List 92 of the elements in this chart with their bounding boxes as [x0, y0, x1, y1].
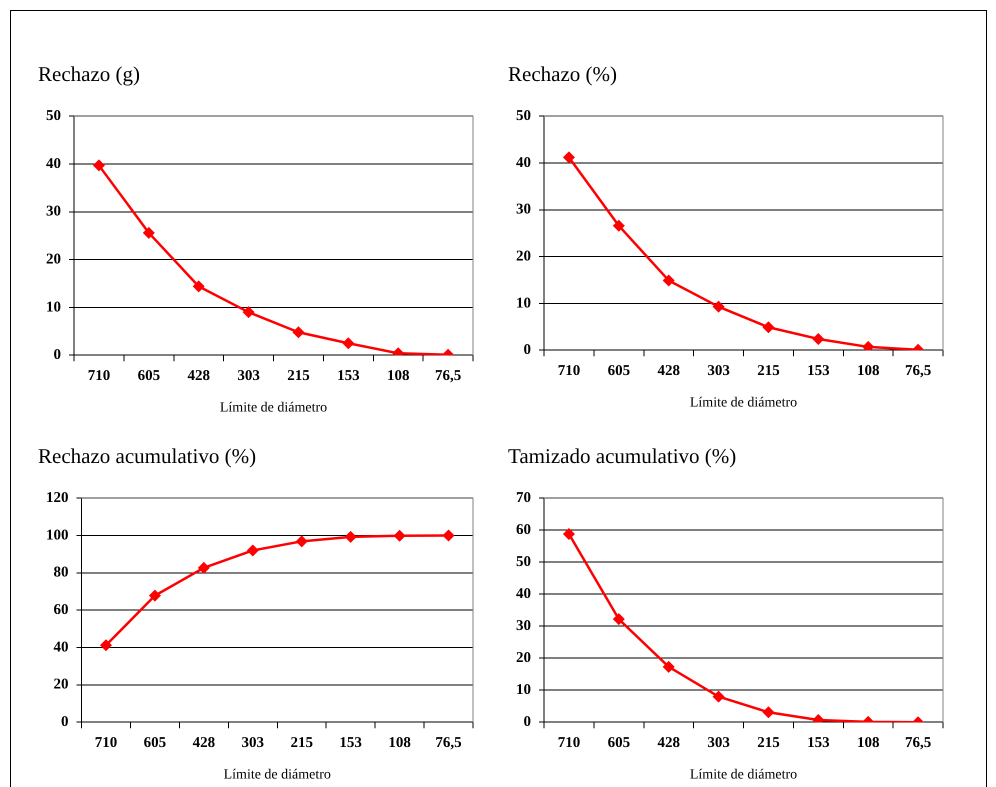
y-tick-label: 20 — [46, 251, 61, 268]
x-tick-label: 710 — [94, 735, 118, 752]
x-tick-label: 303 — [707, 735, 730, 752]
x-tick-label: 76,5 — [435, 735, 462, 752]
x-tick-label: 428 — [187, 368, 210, 384]
point — [92, 159, 105, 172]
x-tick-label: 153 — [807, 735, 830, 752]
point — [712, 300, 725, 313]
point — [394, 530, 406, 542]
x-tick-label: 303 — [242, 735, 264, 752]
x-tick-label: 215 — [757, 735, 780, 752]
y-tick-label: 40 — [516, 586, 531, 602]
x-axis-title: Límite de diámetro — [224, 767, 331, 782]
y-tick-label: 20 — [516, 248, 531, 264]
y-tick-label: 50 — [46, 108, 61, 124]
point — [662, 660, 675, 673]
point — [292, 326, 304, 338]
y-tick-label: 70 — [516, 490, 531, 506]
x-tick-label: 215 — [287, 368, 310, 384]
x-tick-label: 303 — [707, 363, 730, 380]
point — [762, 321, 774, 334]
point — [812, 332, 824, 345]
point — [246, 544, 259, 556]
point — [296, 535, 308, 548]
x-tick-label: 108 — [386, 368, 410, 384]
chart-title: Rechazo (%) — [508, 62, 618, 86]
y-tick-label: 40 — [46, 156, 61, 172]
x-tick-label: 76,5 — [434, 368, 462, 384]
x-axis-title: Límite de diámetro — [690, 767, 798, 782]
point — [342, 337, 354, 350]
point — [662, 274, 675, 286]
point — [442, 530, 455, 542]
x-tick-label: 428 — [657, 735, 680, 752]
x-tick-label: 76,5 — [904, 363, 932, 380]
x-tick-label: 215 — [757, 363, 780, 380]
x-tick-label: 428 — [192, 735, 216, 752]
x-tick-label: 153 — [339, 735, 362, 752]
y-tick-label: 50 — [516, 108, 531, 124]
x-tick-label: 428 — [657, 363, 680, 380]
point — [562, 528, 575, 540]
chart-title: Rechazo (g) — [38, 62, 140, 86]
point — [142, 226, 155, 239]
x-tick-label: 710 — [558, 735, 580, 752]
y-tick-label: 20 — [54, 676, 68, 693]
y-tick-label: 60 — [516, 522, 531, 538]
point — [242, 306, 255, 318]
chart-title: Rechazo acumulativo (%) — [38, 444, 256, 468]
chart-title: Tamizado acumulativo (%) — [508, 444, 736, 468]
y-tick-label: 10 — [516, 682, 531, 698]
y-tick-label: 10 — [46, 299, 61, 316]
y-tick-label: 0 — [524, 342, 531, 358]
point — [562, 151, 575, 164]
y-tick-label: 100 — [46, 527, 68, 544]
y-tick-label: 40 — [516, 154, 531, 171]
x-tick-label: 605 — [144, 735, 166, 752]
y-tick-label: 10 — [516, 295, 531, 312]
y-tick-label: 40 — [54, 639, 68, 656]
y-tick-label: 0 — [54, 347, 61, 364]
y-tick-label: 60 — [54, 602, 68, 618]
x-tick-label: 605 — [608, 735, 630, 752]
x-tick-label: 710 — [88, 368, 110, 384]
y-tick-label: 0 — [524, 714, 531, 730]
y-tick-label: 30 — [46, 204, 61, 220]
point — [612, 220, 625, 232]
point — [712, 690, 725, 703]
x-tick-label: 108 — [388, 735, 411, 752]
y-tick-label: 80 — [54, 564, 68, 581]
x-tick-label: 108 — [856, 735, 880, 752]
y-tick-label: 120 — [46, 490, 68, 506]
x-axis-title: Límite de diámetro — [220, 400, 328, 416]
point — [344, 530, 357, 543]
y-tick-label: 30 — [516, 202, 531, 218]
x-tick-label: 153 — [337, 368, 360, 384]
point — [148, 590, 161, 602]
y-tick-label: 50 — [516, 554, 531, 570]
y-tick-label: 20 — [516, 650, 531, 666]
point — [612, 613, 625, 626]
x-tick-label: 303 — [237, 368, 260, 384]
point — [100, 639, 112, 652]
x-axis-title: Límite de diámetro — [690, 395, 798, 410]
point — [198, 562, 210, 574]
x-tick-label: 153 — [807, 363, 830, 380]
x-tick-label: 108 — [856, 363, 880, 380]
y-tick-label: 0 — [61, 714, 68, 730]
x-tick-label: 605 — [138, 368, 160, 384]
y-tick-label: 30 — [516, 618, 531, 634]
x-tick-label: 76,5 — [904, 735, 932, 752]
x-tick-label: 710 — [558, 363, 580, 380]
x-tick-label: 215 — [290, 735, 313, 752]
point — [192, 280, 205, 292]
x-tick-label: 605 — [608, 363, 630, 380]
point — [762, 706, 774, 718]
